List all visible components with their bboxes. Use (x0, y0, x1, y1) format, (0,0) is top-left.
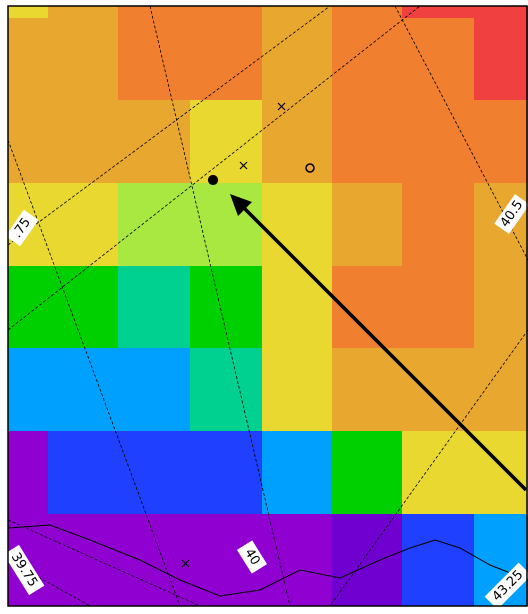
arrow-shaft (238, 202, 528, 492)
label-box (484, 562, 528, 610)
contour (8, 6, 331, 246)
grid-cell (8, 266, 48, 348)
circle-marker (305, 163, 315, 173)
grid-cell (48, 183, 118, 266)
cross-marker (239, 161, 248, 170)
grid-cell (262, 100, 332, 183)
boundary-line (8, 524, 528, 597)
grid-cell (332, 100, 402, 183)
grid-cell (402, 183, 474, 266)
arrow-head (230, 194, 252, 216)
grid-cell (118, 431, 190, 514)
grid-cell (48, 514, 118, 606)
grid-cells (8, 6, 528, 606)
markers (181, 102, 315, 568)
grid-cell (48, 266, 118, 348)
contour-label: 40 (241, 546, 262, 568)
grid-cell (474, 100, 528, 183)
grid-cell (48, 431, 118, 514)
grid-cell (402, 348, 474, 431)
grid-cell (48, 100, 118, 183)
grid-cell (402, 431, 474, 514)
grid-cell (8, 348, 48, 431)
grid-cell (190, 100, 262, 183)
label-box (3, 544, 45, 596)
grid-cell (402, 514, 474, 606)
contour-lines (8, 6, 528, 606)
contour (149, 6, 291, 606)
grid-cell (474, 431, 528, 514)
grid-cell (332, 514, 402, 606)
cross-marker (181, 559, 190, 568)
grid-cell (402, 266, 474, 348)
grid-cell (48, 6, 118, 100)
grid-cell (262, 431, 332, 514)
contour (394, 6, 528, 261)
grid-cell (118, 514, 190, 606)
grid-cell (402, 6, 474, 100)
grid-cell (262, 348, 332, 431)
grid-cell (118, 100, 190, 183)
contour (8, 6, 421, 331)
label-box (236, 540, 268, 574)
grid-cell (474, 6, 528, 100)
grid-cell (48, 348, 118, 431)
grid-cell (402, 6, 474, 18)
grid-cell (262, 183, 332, 266)
grid-cell (332, 6, 402, 100)
grid-cell (8, 6, 48, 100)
grid-cell (332, 431, 402, 514)
grid-cell (262, 514, 332, 606)
grid-cell (190, 348, 262, 431)
grid-cell (190, 266, 262, 348)
grid-cell (402, 100, 474, 183)
label-group: 40 (236, 540, 268, 574)
grid-cell (190, 183, 262, 266)
dot-marker (207, 174, 219, 186)
frame (7, 5, 528, 607)
label-box (494, 194, 528, 234)
grid-cell (118, 6, 190, 100)
contour (8, 519, 201, 606)
grid-cell (262, 266, 332, 348)
grid-cell (190, 6, 262, 100)
grid-cell (474, 348, 528, 431)
grid-cell (474, 266, 528, 348)
label-box (5, 209, 39, 247)
grid-cell (118, 348, 190, 431)
grid-cell (262, 6, 332, 100)
contour (329, 329, 528, 606)
grid-cell (332, 183, 402, 266)
grid-cell (8, 431, 48, 514)
grid-cell (8, 6, 48, 18)
cross-marker (277, 102, 286, 111)
contour (8, 139, 181, 606)
grid-cell (332, 348, 402, 431)
grid-cell (190, 431, 262, 514)
grid-cell (118, 266, 190, 348)
grid-cell (8, 100, 48, 183)
grid-cell (118, 183, 190, 266)
